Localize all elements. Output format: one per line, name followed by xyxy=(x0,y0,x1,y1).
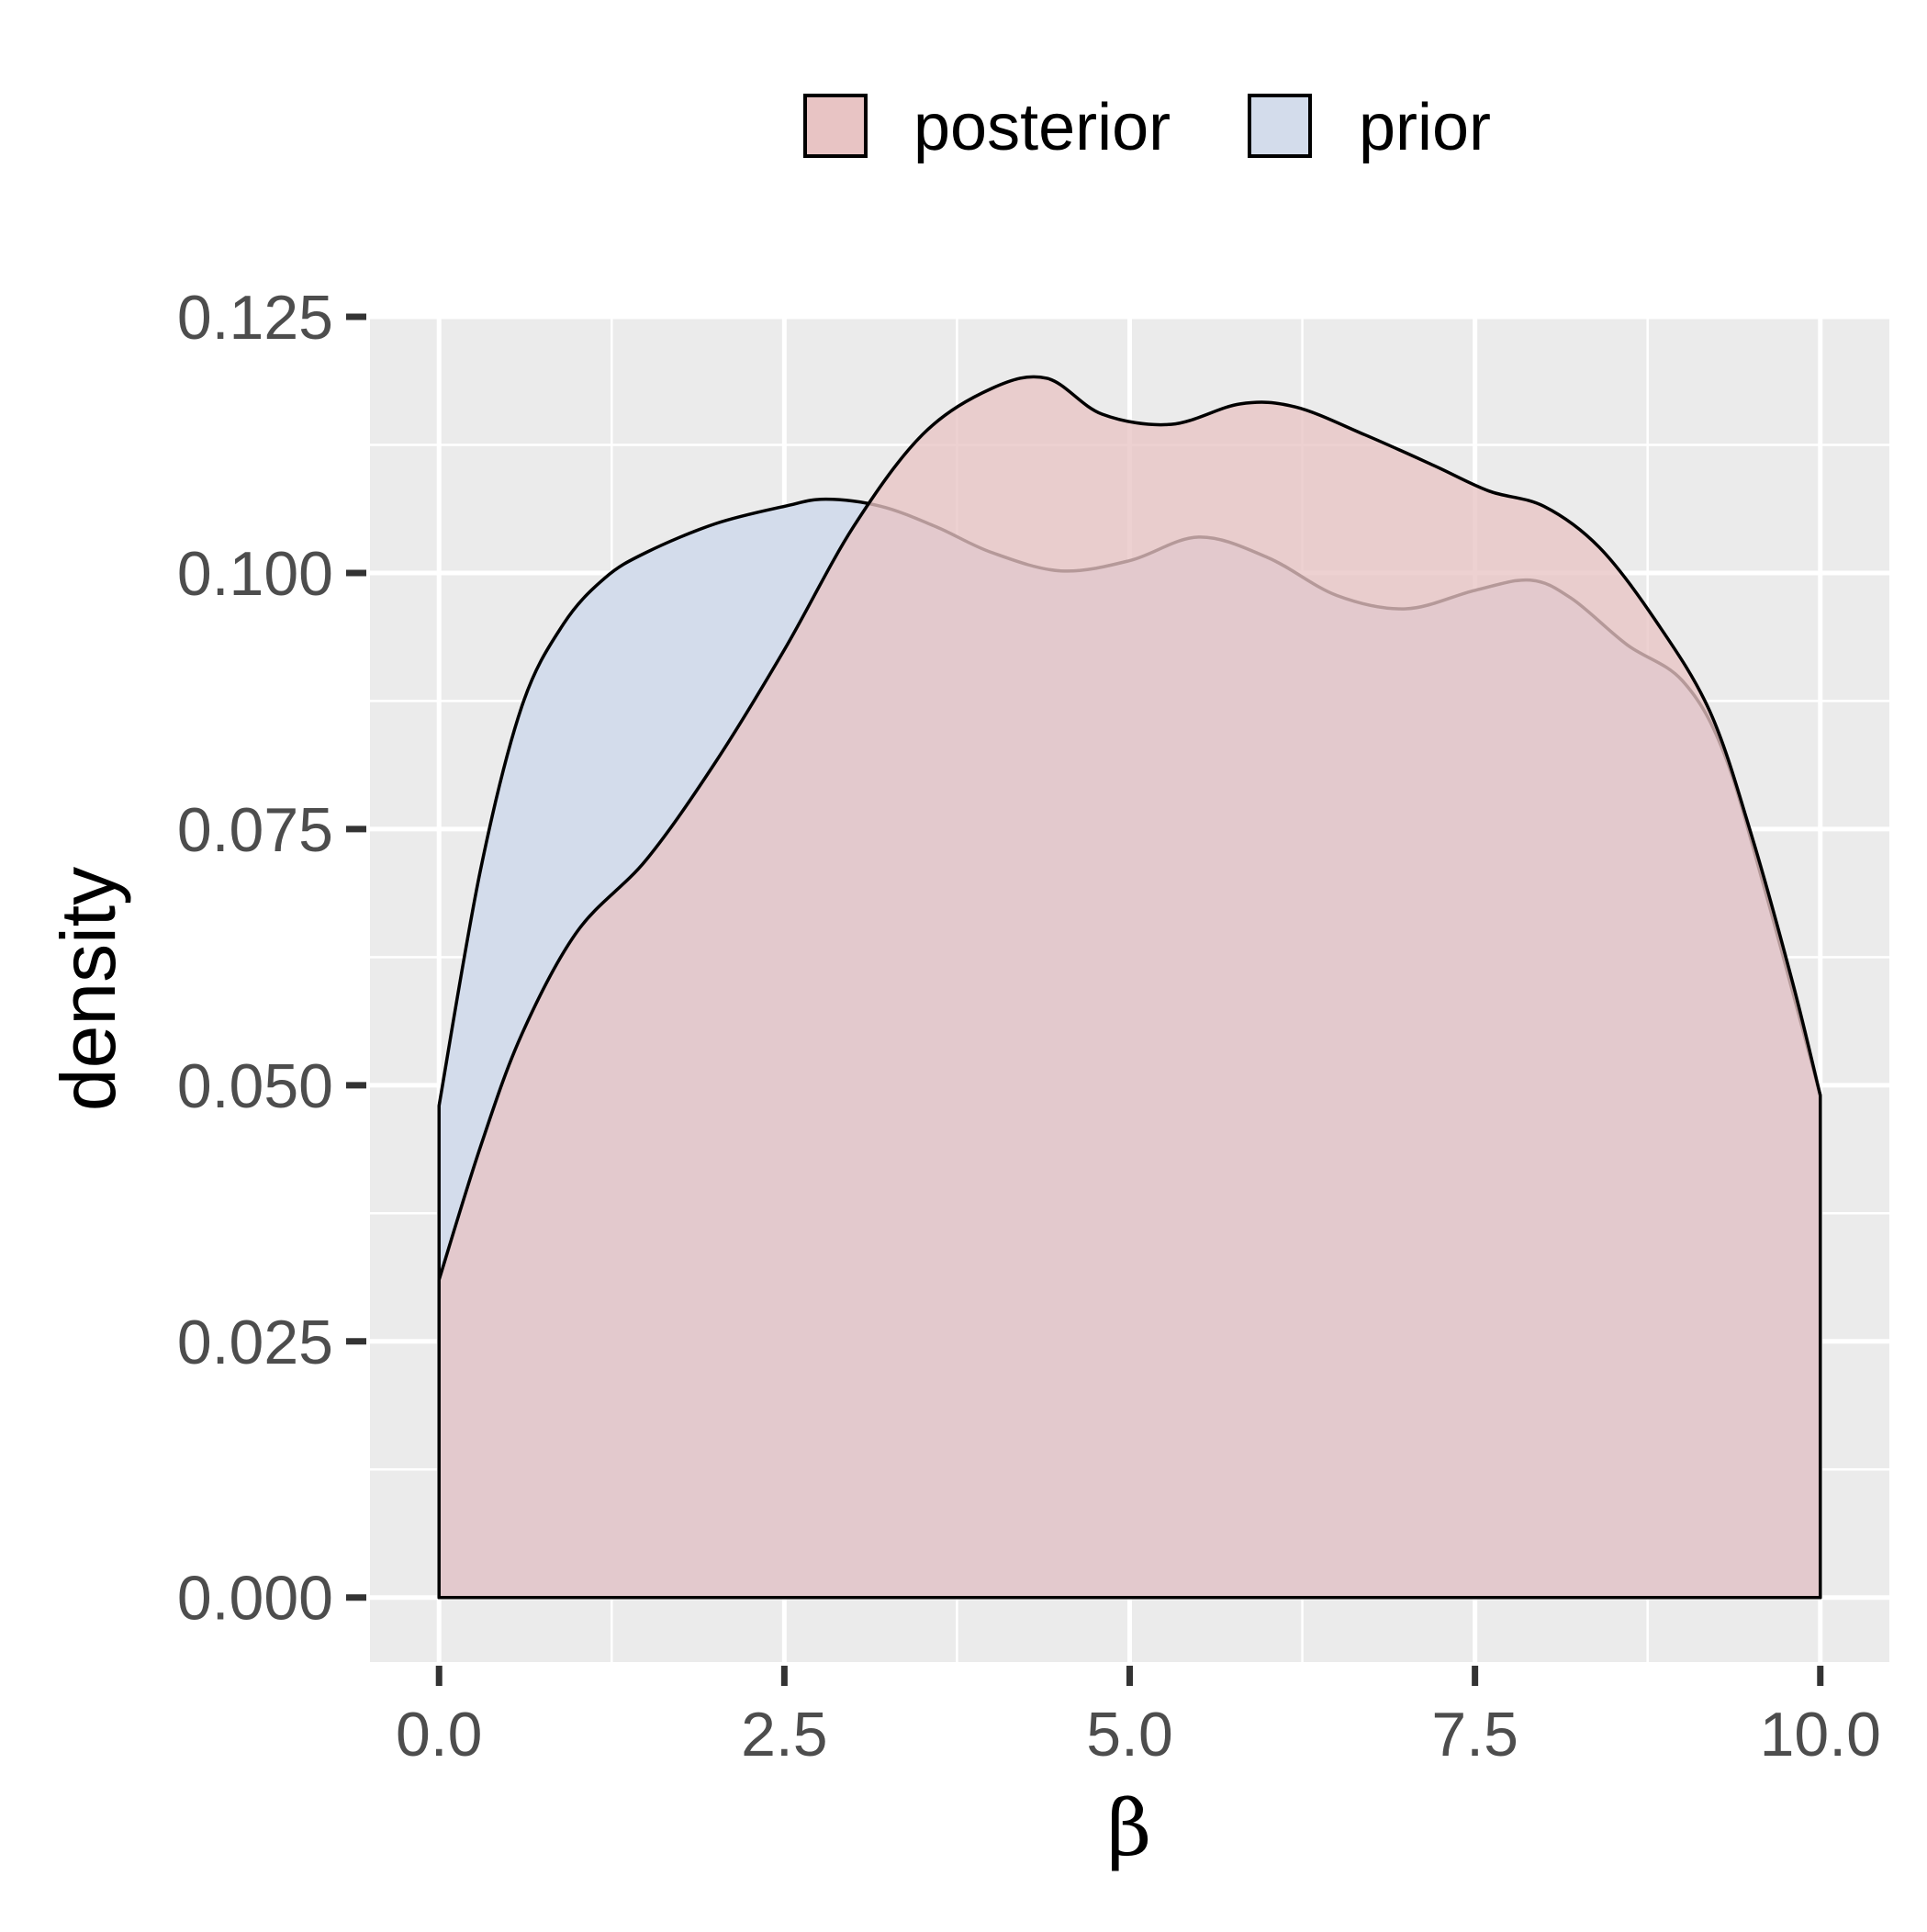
x-axis-title: β xyxy=(1107,1783,1152,1873)
y-tick-label: 0.000 xyxy=(177,1564,333,1634)
y-axis-title: density xyxy=(45,867,131,1111)
y-tick-label: 0.075 xyxy=(177,795,333,865)
y-tick-label: 0.050 xyxy=(177,1051,333,1121)
density-areas xyxy=(437,375,1822,1600)
legend-label-prior: prior xyxy=(1359,91,1491,164)
y-tick-label: 0.025 xyxy=(177,1308,333,1377)
x-axis: 0.0 2.5 5.0 7.5 10.0 xyxy=(396,1666,1881,1769)
y-tick-label: 0.125 xyxy=(177,283,333,353)
y-axis: 0.000 0.025 0.050 0.075 0.100 0.125 xyxy=(177,283,366,1634)
x-tick-label: 10.0 xyxy=(1760,1700,1881,1769)
legend-key-prior xyxy=(1248,94,1312,158)
x-tick-label: 5.0 xyxy=(1086,1700,1173,1769)
legend-key-posterior xyxy=(803,94,868,158)
x-tick-label: 0.0 xyxy=(396,1700,483,1769)
x-tick-label: 7.5 xyxy=(1431,1700,1518,1769)
legend: posterior prior xyxy=(803,91,1491,164)
legend-label-posterior: posterior xyxy=(913,91,1171,164)
density-area-posterior xyxy=(437,375,1822,1600)
x-tick-label: 2.5 xyxy=(741,1700,828,1769)
y-tick-label: 0.100 xyxy=(177,539,333,609)
